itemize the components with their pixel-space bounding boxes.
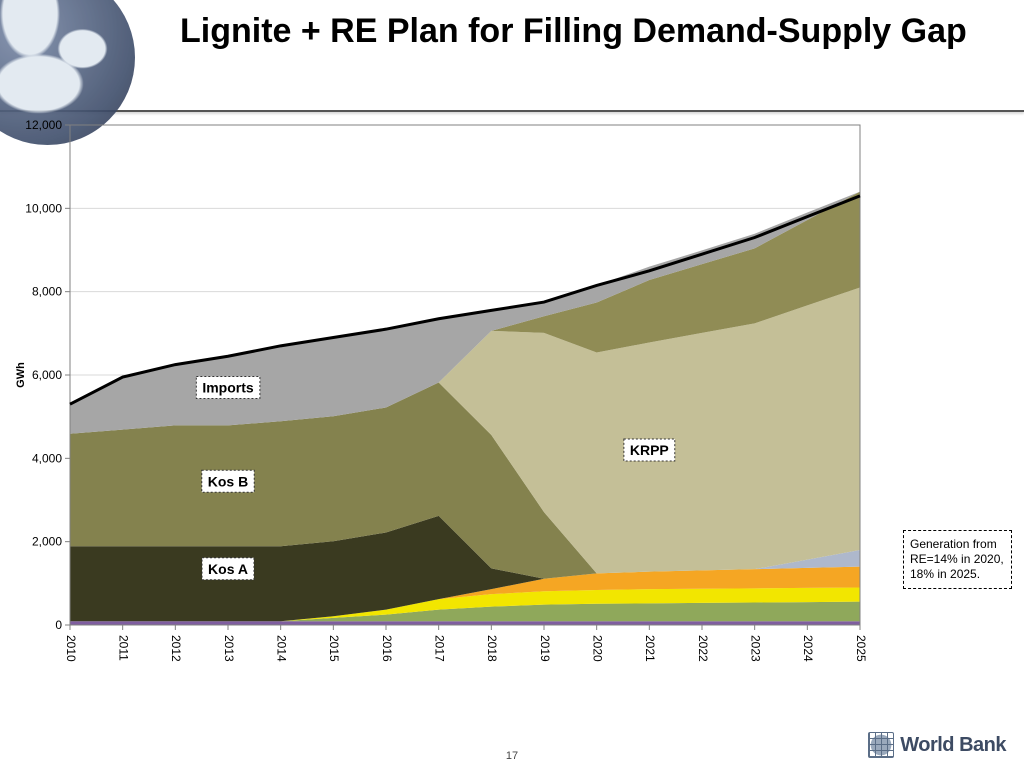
svg-text:12,000: 12,000 [25, 118, 62, 132]
svg-text:2019: 2019 [538, 635, 552, 662]
svg-text:2025: 2025 [854, 635, 868, 662]
svg-text:10,000: 10,000 [25, 201, 62, 215]
svg-text:KRPP: KRPP [630, 442, 669, 458]
svg-text:0: 0 [55, 618, 62, 632]
world-bank-icon [868, 732, 894, 758]
svg-text:2016: 2016 [380, 635, 394, 662]
svg-text:2022: 2022 [696, 635, 710, 662]
svg-text:2011: 2011 [116, 635, 130, 661]
chart-svg: 0 2,000 4,000 6,000 8,000 10,000 12,000 2010 201… [10, 115, 870, 695]
svg-text:2024: 2024 [801, 635, 815, 662]
svg-text:4,000: 4,000 [32, 451, 62, 465]
svg-text:2,000: 2,000 [32, 535, 62, 549]
svg-text:2014: 2014 [274, 635, 288, 662]
svg-text:2018: 2018 [485, 635, 499, 662]
area-chart: 0 2,000 4,000 6,000 8,000 10,000 12,000 2010 201… [10, 115, 870, 695]
header: Lignite + RE Plan for Filling Demand-Sup… [0, 0, 1024, 112]
svg-text:8,000: 8,000 [32, 285, 62, 299]
page-title: Lignite + RE Plan for Filling Demand-Sup… [180, 10, 967, 53]
svg-text:Kos A: Kos A [208, 561, 248, 577]
svg-text:2023: 2023 [748, 635, 762, 662]
svg-text:2020: 2020 [590, 635, 604, 662]
world-bank-logo: World Bank [868, 732, 1006, 758]
svg-text:2013: 2013 [222, 635, 236, 662]
svg-text:2012: 2012 [169, 635, 183, 662]
svg-text:2017: 2017 [432, 635, 446, 662]
svg-text:6,000: 6,000 [32, 368, 62, 382]
svg-text:2021: 2021 [643, 635, 657, 662]
world-bank-text: World Bank [900, 734, 1006, 757]
svg-text:GWh: GWh [15, 362, 27, 388]
svg-text:Imports: Imports [202, 380, 254, 396]
svg-text:2010: 2010 [64, 635, 78, 662]
svg-text:2015: 2015 [327, 635, 341, 662]
annotation-box: Generation from RE=14% in 2020, 18% in 2… [903, 530, 1012, 589]
svg-text:Kos B: Kos B [208, 473, 248, 489]
